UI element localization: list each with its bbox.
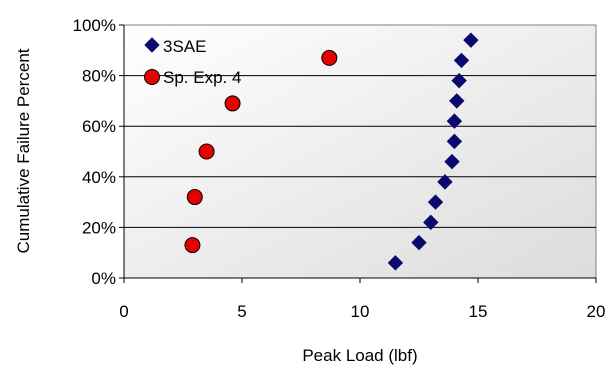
axes: 0% 20% 40% 60% 80% 100% 0 5 10 15 20 xyxy=(73,16,606,321)
data-point-diamond xyxy=(387,255,404,271)
y-tick-label: 40% xyxy=(82,168,116,187)
x-tick-label: 20 xyxy=(587,302,606,321)
y-axis-title: Cumulative Failure Percent xyxy=(14,48,33,253)
data-point-circle xyxy=(184,237,201,254)
data-point-diamond xyxy=(453,52,470,69)
data-point-diamond xyxy=(437,174,453,190)
data-point-circle xyxy=(224,95,241,112)
gridlines xyxy=(124,75,596,228)
data-point-diamond xyxy=(423,214,439,231)
series-0 xyxy=(387,32,479,271)
x-axis-title: Peak Load (lbf) xyxy=(302,346,417,365)
data-point-diamond xyxy=(463,32,479,48)
data-point-diamond xyxy=(446,113,463,129)
data-point-diamond xyxy=(449,93,465,109)
legend-marker-sp-exp-4 xyxy=(144,69,160,85)
y-tick-label: 80% xyxy=(82,67,116,86)
legend-diamond-marker xyxy=(144,37,160,53)
legend: 3SAE Sp. Exp. 4 xyxy=(144,37,241,87)
legend-label-3sae: 3SAE xyxy=(163,37,206,56)
data-point-diamond xyxy=(451,72,467,89)
x-tick-label: 5 xyxy=(237,302,246,321)
x-tick-label: 15 xyxy=(469,302,488,321)
y-tick-label: 100% xyxy=(73,16,116,35)
data-point-diamond xyxy=(411,234,427,251)
y-tick-label: 60% xyxy=(82,117,116,136)
data-point-diamond xyxy=(444,153,460,170)
y-tick-label: 0% xyxy=(91,269,116,288)
x-tick-label: 10 xyxy=(351,302,370,321)
data-series xyxy=(184,32,479,271)
legend-marker-3sae xyxy=(144,37,160,53)
series-1 xyxy=(184,49,338,254)
x-tick-label: 0 xyxy=(119,302,128,321)
data-point-circle xyxy=(198,143,215,160)
legend-circle-marker xyxy=(144,69,160,85)
data-point-circle xyxy=(186,189,203,206)
data-point-diamond xyxy=(427,194,444,210)
data-point-circle xyxy=(321,49,338,66)
y-tick-label: 20% xyxy=(82,218,116,237)
data-point-diamond xyxy=(446,133,463,150)
legend-label-sp-exp-4: Sp. Exp. 4 xyxy=(163,68,241,87)
